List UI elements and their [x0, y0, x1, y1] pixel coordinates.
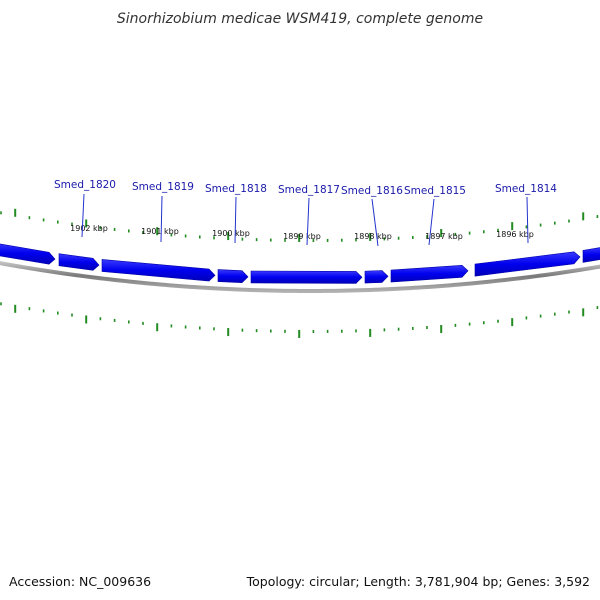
gene-arrow[interactable]: [58, 253, 100, 271]
kbp-label: 1898 kbp: [354, 232, 392, 241]
gene-track: [0, 242, 600, 284]
gene-arrow[interactable]: [0, 242, 56, 265]
gene-label[interactable]: Smed_1814: [495, 183, 557, 195]
gene-arrow[interactable]: [474, 251, 581, 277]
genome-summary-text: Topology: circular; Length: 3,781,904 bp…: [246, 574, 590, 589]
gene-label[interactable]: Smed_1817: [278, 184, 340, 196]
gene-label[interactable]: Smed_1816: [341, 185, 403, 197]
gene-arrow[interactable]: [582, 247, 600, 263]
kbp-scale: 1902 kbp 1901 kbp 1900 kbp 1899 kbp 1898 kbp…: [70, 224, 534, 241]
gene-arrow[interactable]: [101, 259, 216, 282]
gene-arrow[interactable]: [217, 269, 249, 283]
accession-text: Accession: NC_009636: [9, 574, 151, 589]
gene-arrow[interactable]: [250, 270, 363, 284]
outer-tick-track: [0, 208, 599, 242]
gene-labels: Smed_1820 Smed_1819 Smed_1818 Smed_1817 Smed…: [54, 179, 557, 247]
gene-leader-line: [371, 198, 379, 247]
inner-tick-track: [0, 302, 599, 338]
kbp-label: 1901 kbp: [141, 227, 179, 236]
kbp-label: 1899 kbp: [283, 232, 321, 241]
kbp-label: 1900 kbp: [212, 229, 250, 238]
gene-arrow[interactable]: [390, 264, 469, 283]
gene-label[interactable]: Smed_1819: [132, 181, 194, 193]
map-title: Sinorhizobium medicae WSM419, complete g…: [117, 11, 483, 27]
gene-leader-line: [306, 197, 310, 246]
gene-leader-line: [160, 195, 163, 243]
gene-leader-line: [81, 193, 85, 238]
gene-label[interactable]: Smed_1820: [54, 179, 116, 191]
gene-leader-line: [526, 196, 529, 244]
gene-leader-line: [428, 198, 435, 246]
kbp-label: 1902 kbp: [70, 224, 108, 233]
gene-arrow[interactable]: [364, 270, 389, 284]
gene-label[interactable]: Smed_1815: [404, 185, 466, 197]
gene-label[interactable]: Smed_1818: [205, 183, 267, 195]
kbp-label: 1896 kbp: [496, 230, 534, 239]
kbp-label: 1897 kbp: [425, 232, 463, 241]
genome-backbone: [0, 261, 600, 294]
gene-leader-line: [234, 196, 237, 244]
